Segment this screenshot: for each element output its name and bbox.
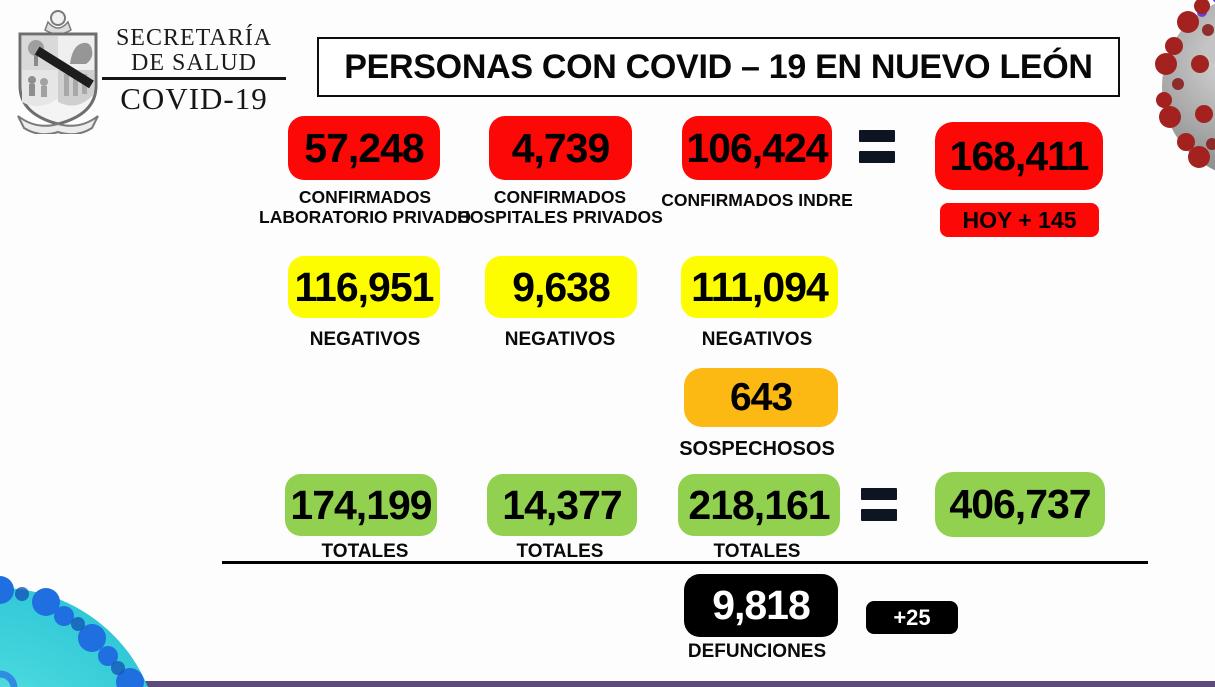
stat-label-negativos-1: NEGATIVOS	[215, 329, 515, 351]
label-line2: LABORATORIO PRIVADO	[259, 207, 471, 227]
page-title: PERSONAS CON COVID – 19 EN NUEVO LEÓN	[344, 47, 1093, 86]
stat-value: 116,951	[294, 263, 435, 310]
deaths-delta-badge: +25	[866, 601, 958, 634]
stat-value: 168,411	[949, 132, 1090, 179]
stat-value: 106,424	[686, 124, 828, 171]
page-title-box: PERSONAS CON COVID – 19 EN NUEVO LEÓN	[317, 37, 1120, 97]
stat-box-totales-laboratorio-privado: 174,199	[285, 474, 437, 536]
coronavirus-blue-icon	[0, 576, 148, 687]
stat-value: 406,737	[949, 481, 1091, 527]
label-line1: SOSPECHOSOS	[679, 438, 835, 460]
stat-value: 14,377	[502, 481, 622, 528]
stat-box-defunciones: 9,818	[684, 574, 838, 637]
stat-box-confirmados-hospitales-privados: 4,739	[489, 116, 632, 180]
stat-label-negativos-2: NEGATIVOS	[410, 329, 710, 351]
stat-value: 9,818	[712, 582, 811, 628]
stat-box-confirmados-laboratorio-privado: 57,248	[288, 116, 440, 180]
label-line2: HOSPITALES PRIVADOS	[457, 207, 663, 227]
stat-value: 643	[729, 375, 793, 419]
stat-label-sospechosos: SOSPECHOSOS	[607, 438, 907, 461]
label-line1: CONFIRMADOS	[493, 187, 627, 207]
label-line1: NEGATIVOS	[504, 329, 616, 350]
today-delta-text: HOY + 145	[962, 206, 1077, 233]
label-line1: CONFIRMADOS INDRE	[661, 190, 853, 210]
section-divider	[222, 561, 1148, 564]
label-line1: DEFUNCIONES	[687, 641, 827, 662]
stat-label-confirmados-indre: CONFIRMADOS INDRE	[607, 190, 907, 210]
stat-value: 174,199	[290, 481, 432, 528]
today-delta-badge: HOY + 145	[940, 203, 1099, 237]
stat-box-confirmados-indre: 106,424	[682, 116, 832, 180]
equals-icon	[859, 130, 895, 163]
label-line1: TOTALES	[713, 541, 801, 562]
label-line1: CONFIRMADOS	[298, 187, 432, 207]
stat-box-totales-hospitales-privados: 14,377	[487, 474, 637, 536]
org-name-line2: DE SALUD	[131, 50, 257, 76]
stat-label-confirmados-hospitales-privados: CONFIRMADOS HOSPITALES PRIVADOS	[410, 187, 710, 227]
nuevo-leon-coat-of-arms	[17, 10, 99, 134]
label-line1: TOTALES	[516, 541, 604, 562]
deaths-delta-text: +25	[893, 604, 931, 630]
stat-box-sospechosos: 643	[684, 368, 838, 427]
footer-accent-bar	[0, 681, 1215, 687]
stat-value: 4,739	[511, 124, 611, 171]
label-line1: TOTALES	[321, 541, 409, 562]
stat-box-negativos-hospitales-privados: 9,638	[485, 256, 637, 318]
stat-label-totales-2: TOTALES	[410, 541, 710, 563]
stat-label-confirmados-laboratorio-privado: CONFIRMADOS LABORATORIO PRIVADO	[215, 187, 515, 227]
stat-value: 218,161	[688, 481, 830, 528]
stat-label-totales-3: TOTALES	[607, 541, 907, 563]
stat-box-totales-total: 406,737	[935, 472, 1105, 537]
stat-box-negativos-indre: 111,094	[681, 256, 838, 318]
logo-divider	[102, 77, 286, 80]
stat-box-totales-indre: 218,161	[678, 474, 840, 536]
label-line1: NEGATIVOS	[309, 329, 421, 350]
coronavirus-red-icon	[1155, 0, 1215, 171]
org-name: SECRETARÍA DE SALUD	[98, 26, 290, 76]
stat-label-defunciones: DEFUNCIONES	[607, 641, 907, 663]
equals-icon	[861, 488, 897, 521]
stat-label-negativos-3: NEGATIVOS	[607, 329, 907, 351]
stat-label-totales-1: TOTALES	[215, 541, 515, 563]
stat-box-negativos-laboratorio-privado: 116,951	[288, 256, 440, 318]
stat-value: 111,094	[691, 263, 829, 310]
stat-value: 57,248	[304, 124, 424, 171]
stat-value: 9,638	[512, 263, 611, 310]
org-name-line1: SECRETARÍA	[115, 25, 273, 51]
label-line1: NEGATIVOS	[701, 329, 813, 350]
stat-box-confirmados-total: 168,411	[935, 122, 1103, 190]
logo-program-label: COVID-19	[120, 81, 268, 116]
